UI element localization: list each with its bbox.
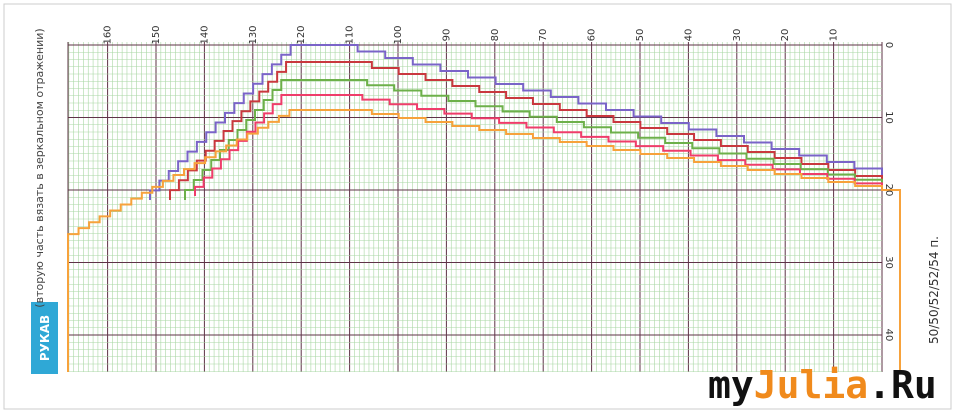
column-number: 20 xyxy=(780,29,791,42)
row-number: 0 xyxy=(883,42,894,48)
note: (вторую часть вязать в зеркальном отраже… xyxy=(33,28,46,307)
column-number: 90 xyxy=(441,29,452,42)
column-number: 60 xyxy=(587,29,598,42)
column-number: 40 xyxy=(683,29,694,42)
row-number: 20 xyxy=(883,184,894,197)
outline xyxy=(184,79,883,200)
column-number: 100 xyxy=(393,25,404,44)
outline xyxy=(149,44,883,200)
frame xyxy=(3,3,952,410)
column-number: 10 xyxy=(829,29,840,42)
column-number: 130 xyxy=(248,25,259,44)
row-number: 30 xyxy=(883,256,894,269)
column-number: 120 xyxy=(296,25,307,44)
column-number: 70 xyxy=(538,29,549,42)
label-box xyxy=(31,302,58,374)
outline xyxy=(67,109,901,372)
column-number: 30 xyxy=(732,29,743,42)
outlines xyxy=(67,44,901,372)
column-number: 160 xyxy=(103,25,114,44)
column-number: 80 xyxy=(490,29,501,42)
outline xyxy=(194,94,883,196)
stitch-counts: 50/50/52/52/54 п. xyxy=(927,236,941,344)
column-number: 110 xyxy=(345,25,356,44)
column-number: 150 xyxy=(151,25,162,44)
column-number: 140 xyxy=(199,25,210,44)
outline xyxy=(169,61,883,200)
row-number: 10 xyxy=(883,111,894,124)
watermark: myJulia.Ru xyxy=(708,363,937,407)
column-number: 50 xyxy=(635,29,646,42)
row-number: 40 xyxy=(883,329,894,342)
grid xyxy=(67,42,883,372)
part-label: РУКАВ xyxy=(38,315,52,361)
